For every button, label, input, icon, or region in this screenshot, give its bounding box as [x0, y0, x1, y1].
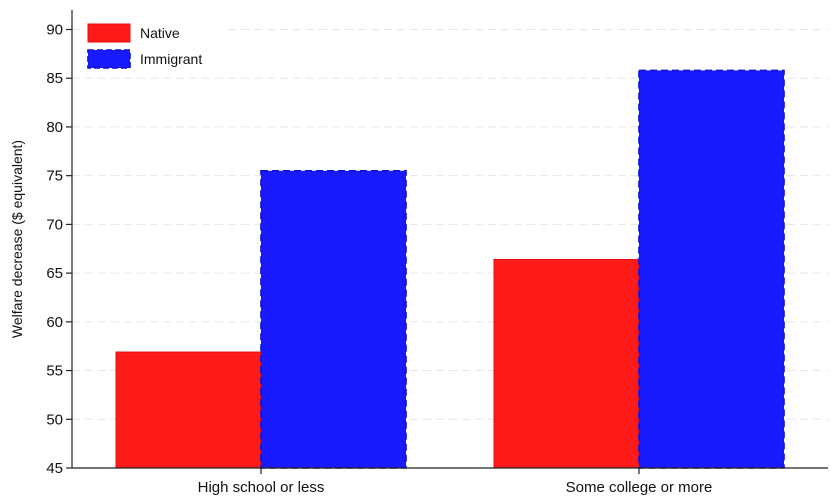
x-categories: High school or less Some college or more: [198, 468, 713, 496]
y-tick-label: 55: [46, 363, 63, 380]
y-tick-label: 45: [46, 460, 63, 477]
bar-immigrant-2: [638, 69, 785, 469]
legend-swatch-native: [87, 23, 131, 43]
bar-native-2: [493, 258, 640, 469]
y-tick-label: 60: [46, 314, 63, 331]
legend-swatch-immigrant: [87, 49, 131, 69]
bars: [115, 69, 785, 469]
x-category-label: High school or less: [198, 479, 325, 496]
legend-label-native: Native: [140, 25, 180, 41]
x-category-label: Some college or more: [566, 479, 713, 496]
y-tick-label: 80: [46, 119, 63, 136]
y-tick-label: 75: [46, 168, 63, 185]
y-tick-label: 90: [46, 21, 63, 38]
legend: Native Immigrant: [80, 14, 228, 74]
bar-immigrant-1: [260, 169, 407, 469]
y-tick-label: 85: [46, 70, 63, 87]
axes: [71, 10, 828, 469]
y-tick-label: 50: [46, 411, 63, 428]
y-tick-label: 65: [46, 265, 63, 282]
y-axis-title: Welfare decrease ($ equivalent): [9, 140, 25, 338]
y-tick-label: 70: [46, 216, 63, 233]
y-ticks: 45 50 55 60 65 70 75 80 85 90: [46, 21, 72, 477]
legend-label-immigrant: Immigrant: [140, 51, 202, 67]
bar-native-1: [115, 351, 262, 469]
